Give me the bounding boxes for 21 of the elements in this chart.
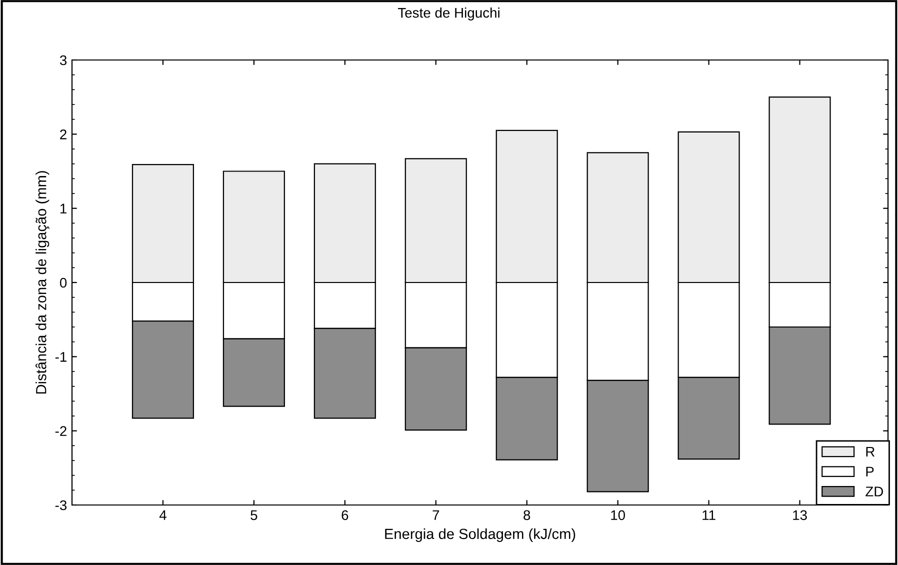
chart-title: Teste de Higuchi	[398, 8, 500, 20]
x-tick-label: 8	[524, 510, 530, 520]
y-tick-label: -2	[55, 426, 66, 436]
x-tick-label: 5	[250, 510, 258, 520]
x-tick-label: 6	[342, 510, 348, 520]
y-tick-label: 1	[60, 204, 66, 214]
x-tick-label: 4	[159, 510, 166, 520]
y-tick-label: 0	[60, 278, 67, 288]
y-tick-label: -1	[55, 352, 66, 362]
y-tick-label: 2	[60, 130, 66, 140]
x-axis-title: Energia de Soldagem (kJ/cm)	[385, 528, 576, 542]
x-tick-label: 10	[611, 510, 625, 520]
y-tick-label: -3	[55, 500, 67, 510]
x-tick-label: 11	[702, 510, 716, 520]
x-tick-label: 13	[793, 510, 807, 520]
legend-label: ZD	[866, 486, 883, 496]
y-tick-label: 3	[60, 55, 67, 66]
y-axis-title: Distância da zona de ligação (mm)	[36, 171, 50, 394]
x-tick-label: 7	[432, 510, 440, 520]
legend-label: P	[866, 466, 874, 476]
legend-label: R	[866, 446, 875, 457]
